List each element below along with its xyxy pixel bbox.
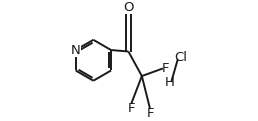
Text: F: F (127, 102, 135, 115)
Text: Cl: Cl (174, 51, 187, 64)
Text: H: H (164, 76, 174, 89)
Text: O: O (123, 1, 134, 14)
Text: F: F (146, 107, 154, 120)
Text: N: N (71, 44, 80, 57)
Text: F: F (162, 62, 170, 75)
